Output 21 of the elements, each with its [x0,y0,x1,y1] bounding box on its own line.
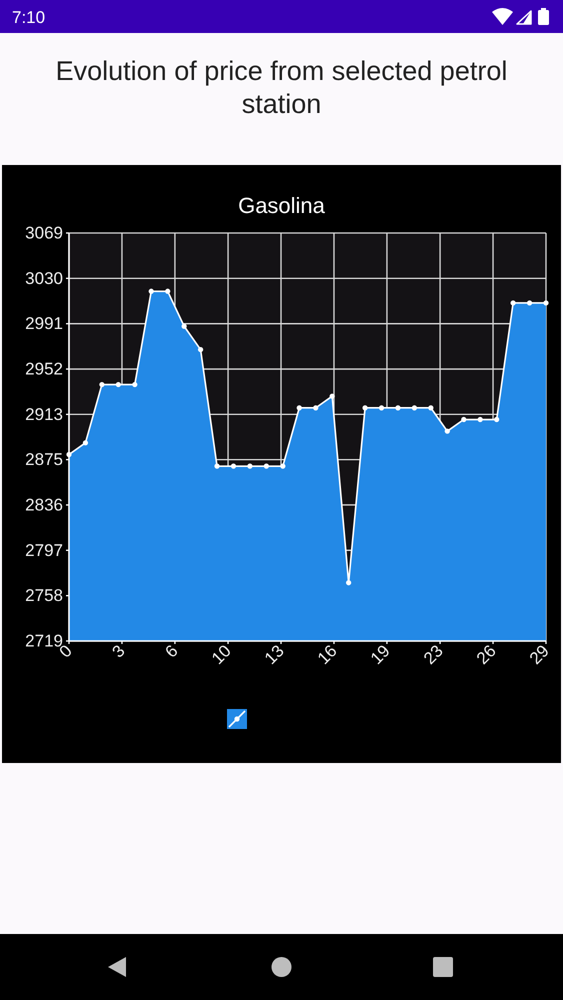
x-tick-label: 19 [366,641,394,668]
x-tick-label: 13 [260,641,288,668]
x-tick-label: 26 [472,641,500,668]
x-tick-label: 23 [420,641,447,668]
y-tick-label: 3069 [25,224,63,242]
y-tick-label: 2758 [25,586,63,606]
chart-title: Evolution of price from selected petrol station [56,56,508,119]
y-tick-label: 3030 [25,268,63,288]
x-tick-label: 6 [162,641,182,662]
y-tick-label: 2836 [25,495,63,514]
x-tick-label: 29 [526,641,553,668]
y-tick-label: 2797 [25,540,63,560]
text: 7:10 [12,8,46,27]
y-tick-label: 2991 [25,314,63,334]
x-tick-label: 16 [314,641,341,668]
y-tick-label: 2875 [25,450,63,470]
y-tick-label: 2952 [25,360,63,379]
x-tick-label: 3 [108,641,129,662]
y-tick-label: 2913 [25,404,63,424]
chart-subtitle: Gasolina [238,193,326,218]
x-tick-label: 10 [208,641,235,668]
